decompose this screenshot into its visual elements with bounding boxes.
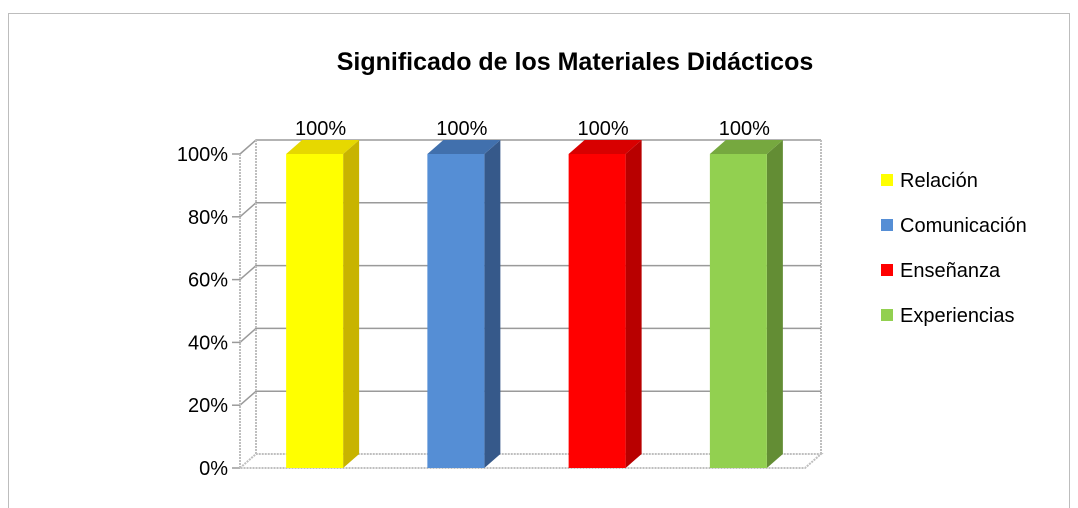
- y-tick-label: 80%: [188, 207, 228, 229]
- bar: [568, 140, 642, 468]
- bar-front: [568, 154, 626, 468]
- legend-label: Relación: [900, 170, 978, 192]
- bar-top: [286, 140, 360, 154]
- data-label: 100%: [436, 118, 487, 140]
- bar-side: [343, 140, 360, 468]
- legend-item: Comunicación: [881, 215, 1027, 237]
- legend-item: Experiencias: [881, 305, 1015, 327]
- bar: [709, 140, 783, 468]
- bar: [427, 140, 501, 468]
- bar-top: [427, 140, 501, 154]
- bar-front: [427, 154, 485, 468]
- bar-side: [625, 140, 642, 468]
- bar-top: [709, 140, 783, 154]
- y-tick-label: 100%: [177, 144, 228, 166]
- legend-swatch: [881, 309, 893, 321]
- chart-frame: [8, 13, 1070, 508]
- legend-swatch: [881, 219, 893, 231]
- chart-legend: Relación Comunicación Enseñanza Experiencia…: [881, 170, 1027, 327]
- data-label: 100%: [578, 118, 629, 140]
- legend-swatch: [881, 174, 893, 186]
- legend-label: Comunicación: [900, 215, 1027, 237]
- bar-side: [484, 140, 501, 468]
- y-tick-label: 60%: [188, 270, 228, 292]
- chart-title: Significado de los Materiales Didácticos: [337, 48, 814, 76]
- bar-top: [568, 140, 642, 154]
- chart-bars: [286, 140, 783, 468]
- legend-label: Enseñanza: [900, 260, 1001, 282]
- legend-item: Relación: [881, 170, 978, 192]
- y-tick-label: 20%: [188, 395, 228, 417]
- data-label: 100%: [295, 118, 346, 140]
- bar-front: [286, 154, 344, 468]
- legend-item: Enseñanza: [881, 260, 1001, 282]
- y-tick-label: 40%: [188, 332, 228, 354]
- legend-label: Experiencias: [900, 305, 1015, 327]
- bar-side: [766, 140, 783, 468]
- y-tick-label: 0%: [199, 458, 228, 480]
- bar-front: [709, 154, 767, 468]
- chart-data-labels: 100% 100% 100% 100%: [295, 118, 770, 140]
- data-label: 100%: [719, 118, 770, 140]
- bar: [286, 140, 360, 468]
- legend-swatch: [881, 264, 893, 276]
